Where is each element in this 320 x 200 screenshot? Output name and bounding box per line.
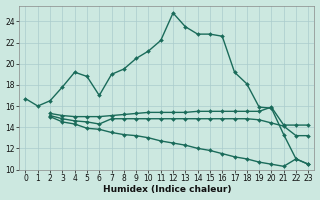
X-axis label: Humidex (Indice chaleur): Humidex (Indice chaleur) xyxy=(103,185,231,194)
